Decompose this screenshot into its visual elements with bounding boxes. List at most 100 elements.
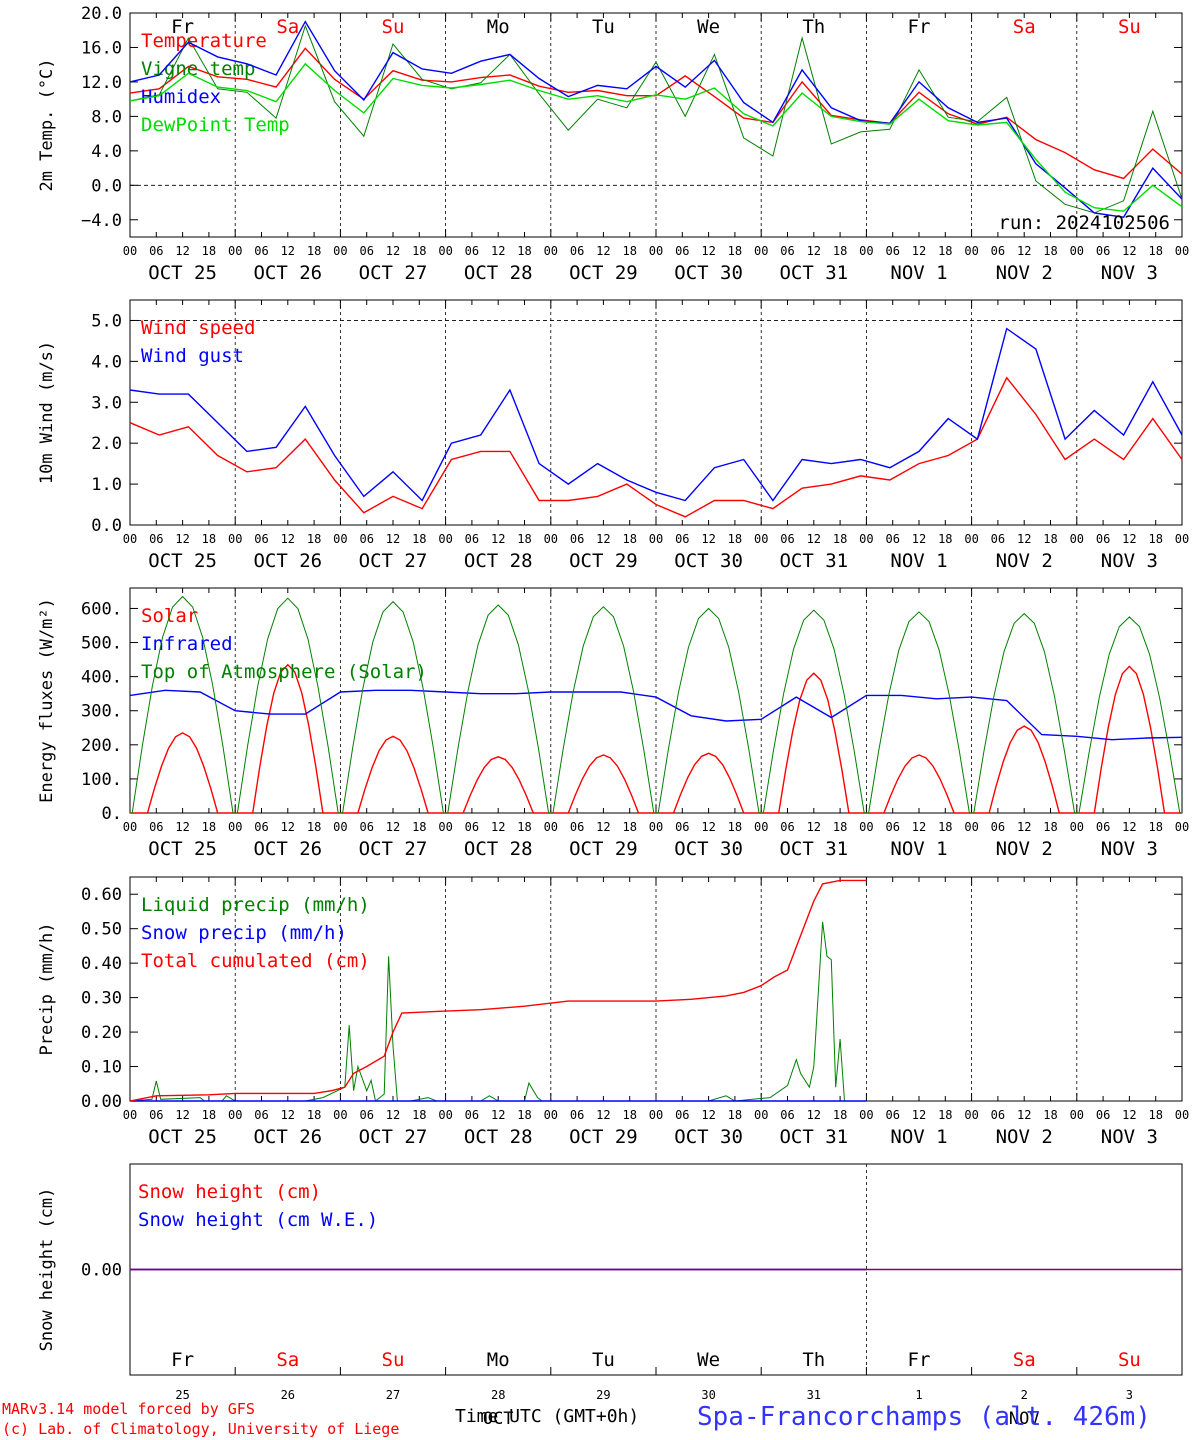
panel-3-ytick-label: 0. xyxy=(102,804,122,824)
panel-1-hour-label: 00 xyxy=(1175,244,1189,258)
panel-2-date-label: OCT 27 xyxy=(359,550,428,572)
panel-1-legend-2: Humidex xyxy=(141,86,221,108)
panel-4-hour-label: 06 xyxy=(885,1108,899,1122)
time-axis-title: Time UTC (GMT+0h) xyxy=(455,1406,640,1427)
panel-2-hour-label: 00 xyxy=(859,532,873,546)
panel-3-ytick-label: 400. xyxy=(81,668,122,688)
panel-1-date-label: OCT 26 xyxy=(253,262,322,284)
panel-2-hour-label: 00 xyxy=(123,532,137,546)
panel-3-hour-label: 18 xyxy=(938,820,952,834)
panel-4-hour-label: 12 xyxy=(912,1108,926,1122)
panel-4-date-label: OCT 26 xyxy=(253,1126,322,1148)
panel-1-date-label: NOV 3 xyxy=(1101,262,1158,284)
panel-1-hour-label: 06 xyxy=(570,244,584,258)
panel-2-hour-label: 00 xyxy=(649,532,663,546)
panel-2-date-label: NOV 1 xyxy=(890,550,947,572)
panel-1-hour-label: 12 xyxy=(491,244,505,258)
panel-2-hour-label: 18 xyxy=(1148,532,1162,546)
panel-2-date-label: OCT 26 xyxy=(253,550,322,572)
panel-5-legend-1: Snow height (cm W.E.) xyxy=(138,1209,378,1231)
run-annotation: run: 2024102506 xyxy=(998,212,1170,234)
panel-2-hour-label: 06 xyxy=(675,532,689,546)
panel-1-hour-label: 06 xyxy=(991,244,1005,258)
bottom-day-number: 28 xyxy=(491,1388,505,1402)
panel-1-ytick-label: 20.0 xyxy=(81,4,122,24)
panel-3-date-label: OCT 27 xyxy=(359,838,428,860)
bottom-day-number: 29 xyxy=(596,1388,610,1402)
panel-1-date-label: NOV 1 xyxy=(890,262,947,284)
panel-1-hour-label: 00 xyxy=(333,244,347,258)
panel-1-series-3 xyxy=(129,62,1183,212)
panel-4-hour-label: 00 xyxy=(333,1108,347,1122)
panel-4-date-label: OCT 30 xyxy=(674,1126,743,1148)
panel-3-ytick-label: 500. xyxy=(81,634,122,654)
panel-4-hour-label: 06 xyxy=(465,1108,479,1122)
panel-3-hour-label: 06 xyxy=(149,820,163,834)
panel-3-hour-label: 00 xyxy=(544,820,558,834)
panel-1-ylabel: 2m Temp. (°C) xyxy=(37,58,57,191)
panel-1-hour-label: 12 xyxy=(912,244,926,258)
panel-1-hour-label: 18 xyxy=(938,244,952,258)
panel-3-hour-label: 06 xyxy=(465,820,479,834)
panel-3-date-label: OCT 26 xyxy=(253,838,322,860)
panel-4-hour-label: 06 xyxy=(254,1108,268,1122)
panel-4-hour-label: 12 xyxy=(491,1108,505,1122)
panel-4-hour-label: 12 xyxy=(1122,1108,1136,1122)
panel-1-hour-label: 18 xyxy=(622,244,636,258)
panel-2-hour-label: 18 xyxy=(622,532,636,546)
weekday-label-1: Sa xyxy=(276,1349,299,1371)
panel-1-hour-label: 06 xyxy=(780,244,794,258)
panel-3-hour-label: 12 xyxy=(807,820,821,834)
panel-4-date-label: OCT 27 xyxy=(359,1126,428,1148)
lab-credit: (c) Lab. of Climatology, University of L… xyxy=(2,1420,400,1438)
panel-4-hour-label: 12 xyxy=(281,1108,295,1122)
panel-2-ylabel: 10m Wind (m/s) xyxy=(37,341,57,484)
weekday-label-5: We xyxy=(697,16,720,38)
panel-3-series-2 xyxy=(130,595,1182,814)
panel-1-ytick-label: 4.0 xyxy=(91,142,122,162)
panel-2-hour-label: 06 xyxy=(991,532,1005,546)
panel-2-series-1 xyxy=(129,327,1183,502)
panel-4-ytick-label: 0.40 xyxy=(81,954,122,974)
panel-5-ylabel: Snow height (cm) xyxy=(37,1188,57,1352)
panel-3-hour-label: 12 xyxy=(701,820,715,834)
panel-3-hour-label: 00 xyxy=(649,820,663,834)
weekday-label-9: Su xyxy=(1118,16,1141,38)
panel-1-legend-3: DewPoint Temp xyxy=(141,114,290,136)
bottom-day-number: 3 xyxy=(1126,1388,1133,1402)
panel-4-hour-label: 18 xyxy=(1148,1108,1162,1122)
panel-2-hour-label: 12 xyxy=(386,532,400,546)
panel-3-hour-label: 00 xyxy=(333,820,347,834)
panel-3-hour-label: 00 xyxy=(1070,820,1084,834)
panel-4-hour-label: 00 xyxy=(1070,1108,1084,1122)
panel-2-ytick-label: 3.0 xyxy=(91,393,122,413)
panel-1-hour-label: 00 xyxy=(123,244,137,258)
panel-2-hour-label: 12 xyxy=(807,532,821,546)
bottom-day-number: 25 xyxy=(175,1388,189,1402)
panel-3-hour-label: 12 xyxy=(386,820,400,834)
bottom-month-left: OCT xyxy=(483,1409,514,1429)
panel-3-hour-label: 00 xyxy=(438,820,452,834)
panel-2-series-0 xyxy=(129,376,1183,518)
panel-4-hour-label: 06 xyxy=(149,1108,163,1122)
panel-3-legend-1: Infrared xyxy=(141,633,233,655)
panel-4-series-2 xyxy=(129,879,867,1102)
panel-2-hour-label: 18 xyxy=(728,532,742,546)
weekday-label-8: Sa xyxy=(1013,1349,1036,1371)
panel-2-legend-1: Wind gust xyxy=(141,345,244,367)
panel-1-hour-label: 12 xyxy=(596,244,610,258)
panel-4-hour-label: 18 xyxy=(307,1108,321,1122)
panel-4-legend-1: Snow precip (mm/h) xyxy=(141,922,347,944)
weekday-label-4: Tu xyxy=(592,16,615,38)
weekday-label-4: Tu xyxy=(592,1349,615,1371)
panel-3-hour-label: 18 xyxy=(728,820,742,834)
bottom-day-number: 30 xyxy=(701,1388,715,1402)
panel-3-date-label: OCT 29 xyxy=(569,838,638,860)
panel-3-hour-label: 00 xyxy=(754,820,768,834)
panel-1-hour-label: 00 xyxy=(964,244,978,258)
panel-3-frame xyxy=(129,587,1183,814)
panel-1-date-label: NOV 2 xyxy=(996,262,1053,284)
panel-2-hour-label: 18 xyxy=(517,532,531,546)
panel-4-hour-label: 06 xyxy=(1096,1108,1110,1122)
weekday-label-1: Sa xyxy=(276,16,299,38)
